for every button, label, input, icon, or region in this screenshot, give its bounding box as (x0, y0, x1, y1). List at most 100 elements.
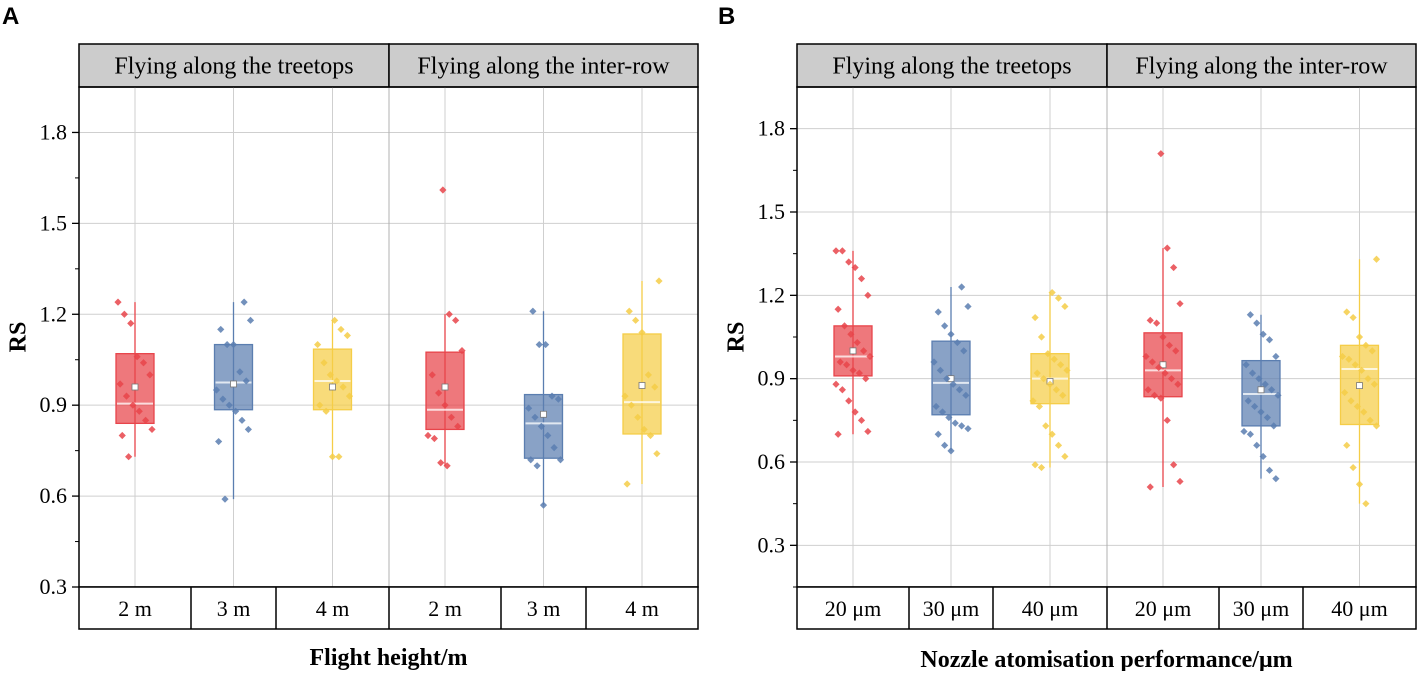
data-point (1370, 380, 1378, 388)
data-point (834, 305, 842, 313)
data-point (1345, 355, 1353, 363)
data-point (125, 453, 133, 461)
data-point (955, 386, 964, 394)
data-point (857, 416, 866, 424)
facet-label: Flying along the treetops (114, 54, 353, 80)
mean-marker (540, 410, 547, 418)
box-group (1142, 150, 1184, 491)
box-group (1029, 288, 1071, 472)
mean-marker (1159, 361, 1167, 369)
data-point (932, 402, 940, 411)
data-point (1259, 330, 1267, 338)
facet-strip (388, 43, 699, 88)
data-point (836, 358, 844, 366)
data-point (934, 308, 942, 316)
data-point (331, 316, 339, 324)
data-point (339, 383, 347, 391)
data-point (316, 401, 324, 409)
data-point (223, 340, 231, 349)
data-point (1044, 350, 1052, 358)
data-point (838, 386, 846, 394)
data-point (1355, 333, 1364, 341)
data-point (1159, 333, 1167, 341)
data-point (860, 347, 868, 355)
data-point (864, 291, 872, 299)
data-point (964, 302, 972, 311)
data-point (930, 358, 938, 366)
data-point (1046, 380, 1054, 388)
mean-marker (441, 383, 449, 391)
y-tick-label: 1.2 (40, 301, 68, 326)
box-group (114, 298, 156, 461)
data-point (120, 310, 128, 318)
data-point (838, 247, 846, 255)
data-point (430, 434, 438, 443)
data-point (246, 316, 255, 324)
data-point (1061, 452, 1069, 461)
data-point (343, 331, 351, 340)
data-point (1265, 336, 1274, 344)
data-point (1150, 391, 1159, 399)
data-point (638, 328, 646, 337)
y-tick-label: 1.5 (40, 210, 68, 235)
data-point (548, 392, 556, 400)
data-point (428, 371, 436, 379)
data-point (945, 413, 953, 422)
data-point (1343, 308, 1351, 316)
category-label: 20 μm (1135, 596, 1191, 621)
data-point (849, 366, 857, 374)
box-group (930, 283, 972, 455)
data-point (550, 444, 558, 452)
data-point (1253, 441, 1261, 449)
data-point (625, 307, 633, 315)
panel-A: A Flying along the treetops Flying along t… (2, 3, 699, 671)
data-point (964, 425, 972, 433)
data-point (219, 395, 227, 403)
data-point (345, 392, 354, 400)
data-point (1153, 319, 1161, 327)
facet-label: Flying along the inter-row (1135, 54, 1388, 80)
data-point (437, 459, 445, 467)
data-point (1048, 288, 1056, 297)
data-point (1257, 408, 1265, 416)
data-point (958, 422, 966, 430)
data-point (1170, 461, 1178, 469)
category-label: 3 m (217, 596, 251, 621)
data-point (634, 413, 642, 421)
box-group (832, 247, 874, 438)
data-point (114, 298, 122, 306)
data-point (1255, 375, 1263, 383)
data-point (1161, 369, 1169, 377)
category-label: 2 m (428, 596, 462, 621)
data-point (845, 397, 853, 405)
data-point (1142, 352, 1150, 361)
data-point (212, 386, 221, 394)
data-point (1341, 388, 1349, 397)
data-point (1338, 352, 1347, 361)
data-point (122, 392, 131, 400)
box (425, 351, 465, 431)
data-point (646, 431, 655, 440)
data-point (1176, 477, 1184, 486)
data-point (934, 430, 942, 438)
category-label: 4 m (316, 596, 350, 621)
data-point (525, 404, 533, 412)
mean-marker (1257, 386, 1265, 394)
data-point (320, 359, 328, 367)
data-point (632, 316, 640, 324)
data-point (866, 352, 874, 361)
data-point (1360, 408, 1368, 416)
data-point (855, 369, 863, 377)
data-point (832, 247, 840, 255)
data-point (1353, 402, 1361, 411)
data-point (1244, 397, 1252, 405)
data-point (1263, 413, 1271, 422)
data-point (1372, 422, 1381, 430)
y-tick-label: 1.8 (758, 116, 786, 141)
data-point (1155, 363, 1163, 372)
data-point (1148, 358, 1156, 366)
data-point (244, 425, 252, 434)
data-point (958, 283, 966, 291)
data-point (1170, 263, 1178, 272)
